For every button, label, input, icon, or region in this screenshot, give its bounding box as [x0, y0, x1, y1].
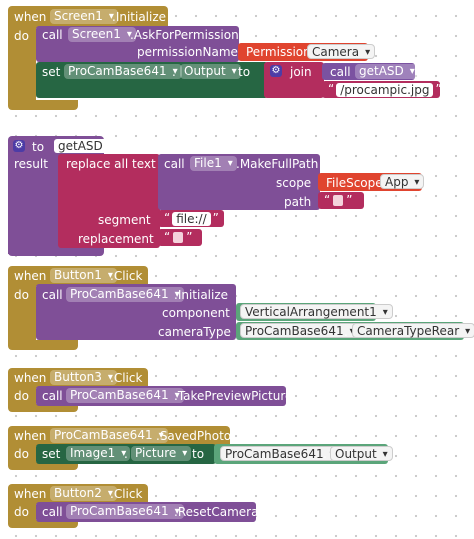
call-label: call — [164, 157, 185, 171]
getter-component-dropdown[interactable]: ProCamBase641 — [220, 446, 340, 462]
event-name: .Click — [110, 371, 143, 385]
event-body-bar — [8, 502, 36, 524]
proc-footer — [8, 246, 104, 256]
event-body-bar — [8, 26, 36, 104]
do-label: do — [14, 288, 29, 302]
permission-name-param: permissionName — [137, 45, 238, 59]
join-label: join — [290, 65, 312, 79]
when-label: when — [14, 269, 47, 283]
procampic-string-block[interactable]: “/procampic.jpg” — [322, 81, 442, 98]
event-footer — [8, 462, 78, 470]
method-name: .MakeFullPath — [236, 157, 319, 171]
event-footer — [8, 520, 78, 528]
filescope-label: FileScope — [326, 176, 383, 190]
button3-component-dropdown[interactable]: Button3 — [50, 370, 117, 385]
permission-label: Permission — [246, 45, 311, 59]
cameratype-component-dropdown[interactable]: ProCamBase641 — [240, 323, 360, 339]
call-label: call — [42, 505, 63, 519]
empty-string-field[interactable] — [333, 195, 344, 206]
getasd-proc-dropdown[interactable]: getASD — [355, 64, 419, 79]
button2-component-dropdown[interactable]: Button2 — [50, 486, 117, 501]
event-footer — [8, 100, 78, 110]
filescope-dropdown[interactable]: App — [380, 174, 425, 190]
file1-component-dropdown[interactable]: File1 — [190, 156, 237, 171]
call-label: call — [42, 389, 63, 403]
procam-component-dropdown[interactable]: ProCamBase641 — [50, 428, 168, 443]
result-label: result — [14, 157, 48, 171]
empty-string-field[interactable] — [173, 232, 184, 243]
make-full-path-call-block[interactable] — [158, 154, 320, 210]
picture-property-dropdown[interactable]: Picture — [131, 446, 192, 461]
vertical-arrangement-dropdown[interactable]: VerticalArrangement1 — [240, 304, 393, 320]
to-label: to — [32, 140, 45, 154]
dot-label: . — [172, 65, 176, 79]
image1-component-dropdown[interactable]: Image1 — [66, 446, 131, 461]
to-label: to — [238, 65, 251, 79]
procedure-name-field[interactable]: getASD — [54, 139, 107, 153]
replace-all-text-block[interactable] — [58, 154, 160, 248]
event-name: .Initialize — [112, 10, 167, 24]
dot-label: . — [124, 447, 128, 461]
set-component-dropdown[interactable]: ProCamBase641 — [64, 64, 182, 79]
segment-param: segment — [98, 213, 151, 227]
do-label: do — [14, 389, 29, 403]
when-label: when — [14, 429, 47, 443]
event-body-bar — [8, 386, 36, 408]
set-label: set — [42, 447, 61, 461]
do-label: do — [14, 505, 29, 519]
procam-component-dropdown[interactable]: ProCamBase641 — [66, 287, 184, 302]
gear-icon[interactable]: ⚙ — [13, 140, 25, 152]
method-name: .TakePreviewPicture — [174, 389, 293, 403]
call-label: call — [330, 65, 351, 79]
empty-path-string-block[interactable]: “” — [318, 192, 364, 209]
do-label: do — [14, 29, 29, 43]
call-label: call — [42, 288, 63, 302]
segment-string-block[interactable]: “file://” — [158, 210, 224, 227]
when-label: when — [14, 10, 47, 24]
event-footer — [8, 340, 78, 350]
replacement-string-block[interactable]: “” — [158, 229, 202, 246]
event-footer — [8, 404, 78, 412]
to-label: to — [192, 447, 205, 461]
method-name: .Initialize — [174, 288, 229, 302]
component-param: component — [162, 306, 230, 320]
permission-dropdown[interactable]: Camera — [307, 44, 376, 60]
getter-property-dropdown[interactable]: Output — [330, 446, 393, 462]
event-body-bar — [8, 444, 36, 466]
path-param: path — [284, 195, 312, 209]
method-name: .AskForPermission — [130, 28, 239, 42]
cameratype-param: cameraType — [158, 325, 231, 339]
proc-body-bar — [8, 154, 60, 254]
string-field[interactable]: /procampic.jpg — [336, 82, 434, 97]
procam-component-dropdown[interactable]: ProCamBase641 — [66, 388, 184, 403]
set-label: set — [42, 65, 61, 79]
event-name: .Click — [110, 487, 143, 501]
call-label: call — [42, 28, 63, 42]
button1-component-dropdown[interactable]: Button1 — [50, 268, 117, 283]
scope-param: scope — [276, 176, 312, 190]
when-label: when — [14, 487, 47, 501]
dot-label: . — [344, 325, 348, 339]
dot-label: . — [323, 447, 327, 461]
gear-icon[interactable]: ⚙ — [270, 65, 282, 77]
do-label: do — [14, 447, 29, 461]
replace-label: replace all text — [66, 157, 156, 171]
procam-component-dropdown[interactable]: ProCamBase641 — [66, 504, 184, 519]
replacement-param: replacement — [78, 232, 154, 246]
event-name: .Click — [110, 269, 143, 283]
segment-string-field[interactable]: file:// — [172, 211, 211, 226]
screen1-component-dropdown[interactable]: Screen1 — [50, 9, 118, 24]
event-body-bar — [8, 284, 36, 344]
output-property-dropdown[interactable]: Output — [180, 64, 241, 79]
screen1-method-component-dropdown[interactable]: Screen1 — [68, 27, 136, 42]
method-name: .ResetCamera — [174, 505, 259, 519]
cameratype-value-dropdown[interactable]: CameraTypeRear — [352, 323, 474, 339]
event-name: .SavedPhoto — [156, 429, 232, 443]
when-label: when — [14, 371, 47, 385]
